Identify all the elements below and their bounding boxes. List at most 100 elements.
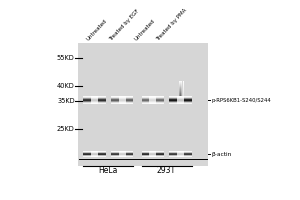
Bar	[111, 102, 134, 103]
Bar	[177, 99, 184, 100]
Bar	[183, 84, 184, 85]
Bar	[177, 99, 184, 100]
Bar	[111, 98, 134, 99]
Bar	[169, 101, 191, 102]
Bar	[142, 97, 164, 98]
Bar	[119, 152, 126, 153]
Bar	[178, 89, 180, 90]
Bar	[119, 96, 126, 97]
Bar	[111, 154, 134, 155]
Bar	[119, 155, 126, 156]
Bar	[111, 97, 134, 98]
Bar	[180, 92, 181, 93]
Bar	[178, 98, 180, 99]
Bar	[119, 103, 126, 104]
Bar	[91, 96, 98, 97]
Bar	[178, 95, 180, 96]
Bar	[169, 155, 191, 156]
Bar	[180, 90, 181, 91]
Bar	[119, 98, 126, 99]
Text: 40KD: 40KD	[57, 83, 75, 89]
Bar	[169, 99, 191, 100]
Bar	[91, 103, 98, 104]
Bar	[142, 152, 164, 153]
Bar	[183, 91, 184, 92]
Bar	[169, 154, 191, 155]
Bar	[180, 94, 181, 95]
Bar	[169, 98, 191, 99]
Bar	[119, 154, 126, 155]
Bar	[91, 103, 98, 104]
Bar	[149, 154, 156, 155]
Bar	[180, 98, 181, 99]
Bar	[91, 156, 98, 157]
Bar	[83, 152, 106, 153]
Bar	[177, 154, 184, 155]
Bar	[83, 153, 106, 154]
Bar	[119, 154, 126, 155]
Bar	[183, 86, 184, 87]
Bar	[169, 101, 191, 102]
Bar	[149, 103, 156, 104]
Bar	[178, 97, 180, 98]
Bar	[169, 152, 191, 153]
Bar	[91, 102, 98, 103]
Bar	[178, 96, 180, 97]
Bar	[119, 151, 126, 152]
Bar	[111, 101, 134, 102]
Bar	[83, 102, 106, 103]
Bar	[83, 151, 106, 152]
Bar	[83, 155, 106, 156]
Bar	[149, 101, 156, 102]
Bar	[149, 98, 156, 99]
Bar	[91, 153, 98, 154]
Bar	[91, 101, 98, 102]
Bar	[142, 153, 164, 154]
Bar	[177, 151, 184, 152]
Bar	[111, 96, 134, 97]
Bar	[169, 99, 191, 100]
Bar	[149, 97, 156, 98]
Bar	[142, 154, 164, 155]
Bar	[169, 98, 191, 99]
Bar	[180, 97, 181, 98]
Bar	[142, 155, 164, 156]
Bar	[119, 156, 126, 157]
Bar	[91, 154, 98, 155]
Bar	[183, 90, 184, 91]
Bar	[149, 99, 156, 100]
Bar	[83, 97, 106, 98]
Bar	[169, 153, 191, 154]
Bar	[180, 92, 181, 93]
Bar	[149, 97, 156, 98]
Bar	[180, 99, 181, 100]
Bar	[142, 151, 164, 152]
Bar	[83, 98, 106, 99]
Bar	[119, 153, 126, 154]
Bar	[178, 98, 180, 99]
Bar	[111, 152, 134, 153]
Bar	[119, 100, 126, 101]
Text: Treated by EGF: Treated by EGF	[108, 8, 140, 42]
Bar	[142, 99, 164, 100]
Bar	[142, 100, 164, 101]
Bar	[149, 99, 156, 100]
Bar	[178, 84, 180, 85]
Bar	[178, 86, 180, 87]
Bar	[177, 155, 184, 156]
Bar	[119, 153, 126, 154]
Bar	[83, 100, 106, 101]
Bar	[183, 85, 184, 86]
Bar	[149, 102, 156, 103]
Bar	[119, 100, 126, 101]
Bar	[183, 87, 184, 88]
Bar	[149, 155, 156, 156]
Bar	[178, 83, 180, 84]
Bar	[169, 156, 191, 157]
Bar	[91, 151, 98, 152]
Bar	[111, 155, 134, 156]
Bar	[142, 96, 164, 97]
Bar	[177, 96, 184, 97]
Bar	[83, 103, 106, 104]
Bar	[142, 98, 164, 99]
